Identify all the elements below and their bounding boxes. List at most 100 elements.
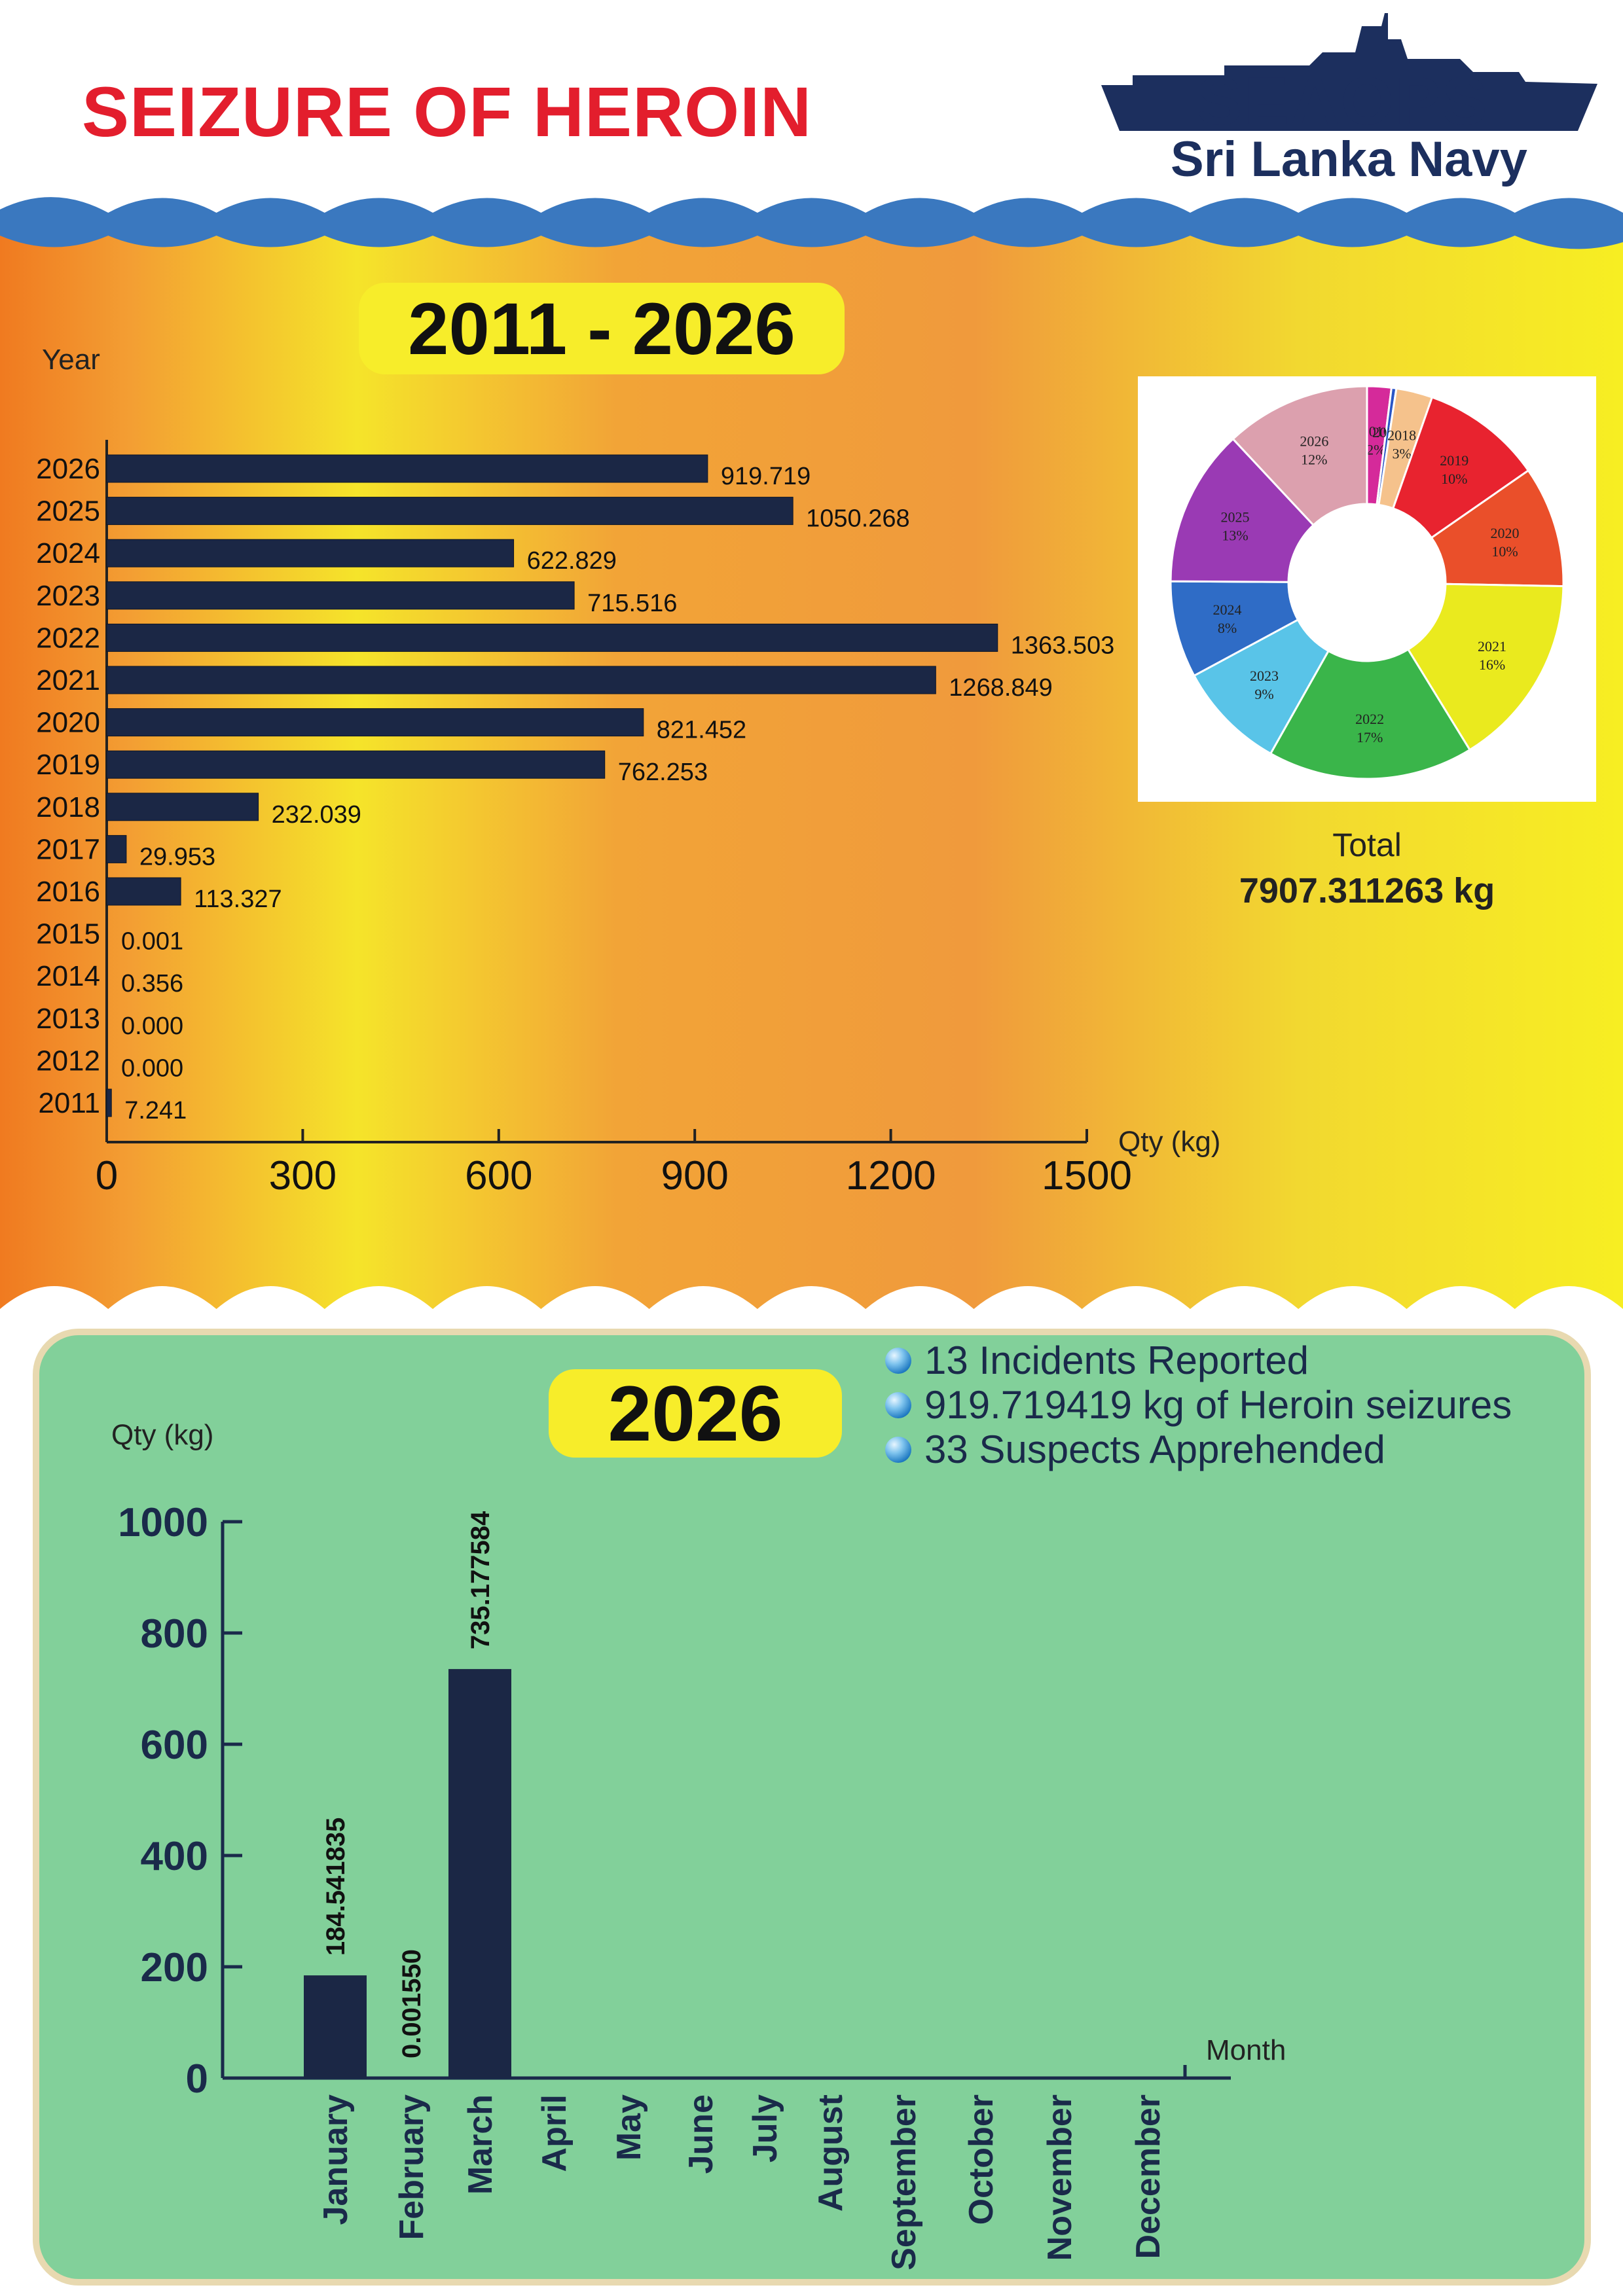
- pie-slice-percent: 10%: [1491, 543, 1518, 560]
- y-tick-label: 600: [141, 1723, 208, 1768]
- month-bar: [304, 1975, 367, 2078]
- year-tick-label: 2013: [36, 1003, 100, 1035]
- year-tick-label: 2012: [36, 1045, 100, 1077]
- pie-slice-label: 2021: [1478, 638, 1506, 655]
- y-tick-label: 0: [186, 2056, 208, 2102]
- pie-slice-label: 2022: [1355, 711, 1384, 727]
- total-label: Total: [1332, 827, 1402, 863]
- yearly-bar-chart: 0 300 600 900 1200 1500 2026 919.719 2025 1050.26…: [36, 440, 1132, 1198]
- month-tick-label: April: [536, 2094, 574, 2172]
- bar-value-label: 0.001: [121, 928, 183, 956]
- top-blue-wave: [0, 197, 1623, 249]
- pie-slice-label: 2020: [1491, 525, 1520, 541]
- month-tick-label: October: [962, 2094, 1000, 2225]
- yearly-chart-y-label: Year: [42, 344, 100, 376]
- bullet-icon: [885, 1392, 911, 1418]
- monthly-chart-x-label: Month: [1206, 2034, 1286, 2066]
- stat-incidents: 13 Incidents Reported: [884, 1338, 1512, 1383]
- year-bar: [106, 708, 644, 737]
- year-bar: [106, 834, 127, 863]
- stat-suspects: 33 Suspects Apprehended: [884, 1427, 1512, 1472]
- bar-value-label: 0.000: [121, 1054, 183, 1082]
- year-tick-label: 2011: [38, 1087, 100, 1119]
- year-bar: [106, 877, 181, 906]
- month-tick-label: November: [1041, 2094, 1079, 2261]
- x-tick-label: 0: [96, 1153, 118, 1198]
- pie-slice-percent: 12%: [1301, 451, 1327, 467]
- stat-text: 13 Incidents Reported: [924, 1338, 1309, 1382]
- pie-slice-label: 2019: [1440, 452, 1468, 469]
- year-tick-label: 2015: [36, 918, 100, 950]
- monthly-panel: [33, 1329, 1591, 2286]
- ship-logo: [1101, 13, 1597, 131]
- y-tick-label: 1000: [118, 1500, 208, 1545]
- year-bar: [106, 454, 708, 483]
- current-year-badge: 2026: [549, 1369, 842, 1458]
- year-tick-label: 2025: [36, 495, 100, 528]
- stat-text: 33 Suspects Apprehended: [924, 1427, 1385, 1471]
- year-tick-label: 2023: [36, 580, 100, 612]
- pie-slice: [1269, 648, 1472, 780]
- month-tick-label: August: [812, 2094, 850, 2212]
- x-tick-label: 1200: [846, 1153, 936, 1198]
- bar-value-label: 113.327: [194, 886, 282, 913]
- year-bar: [106, 793, 259, 821]
- year-tick-label: 2016: [36, 876, 100, 908]
- bar-value-label: 0.000: [121, 1013, 183, 1040]
- bar-value-label: 232.039: [272, 801, 361, 829]
- logo-brand: SEAOPS: [1197, 63, 1489, 139]
- year-bar: [106, 750, 606, 779]
- x-tick-label: 1500: [1042, 1153, 1132, 1198]
- bar-value-label: 0.001550: [397, 1949, 426, 2058]
- y-tick-label: 200: [141, 1945, 208, 1990]
- bar-value-label: 821.452: [657, 717, 746, 744]
- month-tick-label: December: [1129, 2094, 1167, 2259]
- ship-silhouette-icon: [1101, 13, 1597, 131]
- y-tick-label: 400: [141, 1834, 208, 1879]
- pie-slice: [1169, 437, 1315, 583]
- pie-slice-label: 2024: [1213, 601, 1242, 618]
- pie-slice-percent: 10%: [1441, 471, 1467, 487]
- pie-slice: [1406, 583, 1565, 751]
- bar-value-label: 715.516: [587, 590, 677, 617]
- year-bar: [106, 623, 998, 652]
- pie-slice: [1430, 469, 1565, 588]
- x-tick-label: 900: [661, 1153, 728, 1198]
- year-tick-label: 2022: [36, 622, 100, 654]
- stats-list: 13 Incidents Reported 919.719419 kg of H…: [884, 1338, 1512, 1472]
- month-tick-label: May: [610, 2094, 648, 2161]
- month-tick-label: September: [885, 2094, 923, 2270]
- pie-slice: [1391, 396, 1530, 539]
- yearly-chart-x-label: Qty (kg): [1118, 1126, 1221, 1158]
- year-range-badge: 2011 - 2026: [359, 283, 845, 374]
- bar-value-label: 735.177584: [466, 1511, 495, 1649]
- year-tick-label: 2014: [36, 960, 100, 992]
- month-tick-label: July: [746, 2094, 784, 2162]
- stat-quantity: 919.719419 kg of Heroin seizures: [884, 1383, 1512, 1427]
- bar-value-label: 919.719: [721, 463, 811, 490]
- pie-slice-label: 2025: [1221, 509, 1250, 526]
- pie-chart-frame: 2016 2% 2017 2018 3% 2019 10% 2020 10% 2021 16% 202…: [1138, 376, 1596, 802]
- bar-value-label: 1363.503: [1011, 632, 1115, 659]
- bullet-icon: [885, 1348, 911, 1374]
- pie-slice-label: 2023: [1250, 668, 1279, 684]
- y-tick-label: 800: [141, 1611, 208, 1657]
- pie-slice-label: 2018: [1387, 427, 1416, 444]
- logo-subtitle: Sri Lanka Navy: [1171, 132, 1527, 187]
- monthly-chart-y-label: Qty (kg): [111, 1419, 214, 1451]
- bar-value-label: 7.241: [124, 1097, 187, 1124]
- year-bar: [106, 1088, 112, 1117]
- month-tick-label: June: [682, 2094, 720, 2174]
- x-tick-label: 600: [465, 1153, 532, 1198]
- year-bar: [106, 581, 575, 610]
- year-bar: [106, 497, 793, 526]
- month-bar: [448, 1669, 511, 2078]
- bar-value-label: 762.253: [618, 759, 708, 786]
- year-tick-label: 2020: [36, 707, 100, 739]
- month-tick-label: March: [462, 2094, 500, 2195]
- year-tick-label: 2018: [36, 791, 100, 823]
- year-tick-label: 2024: [36, 537, 100, 569]
